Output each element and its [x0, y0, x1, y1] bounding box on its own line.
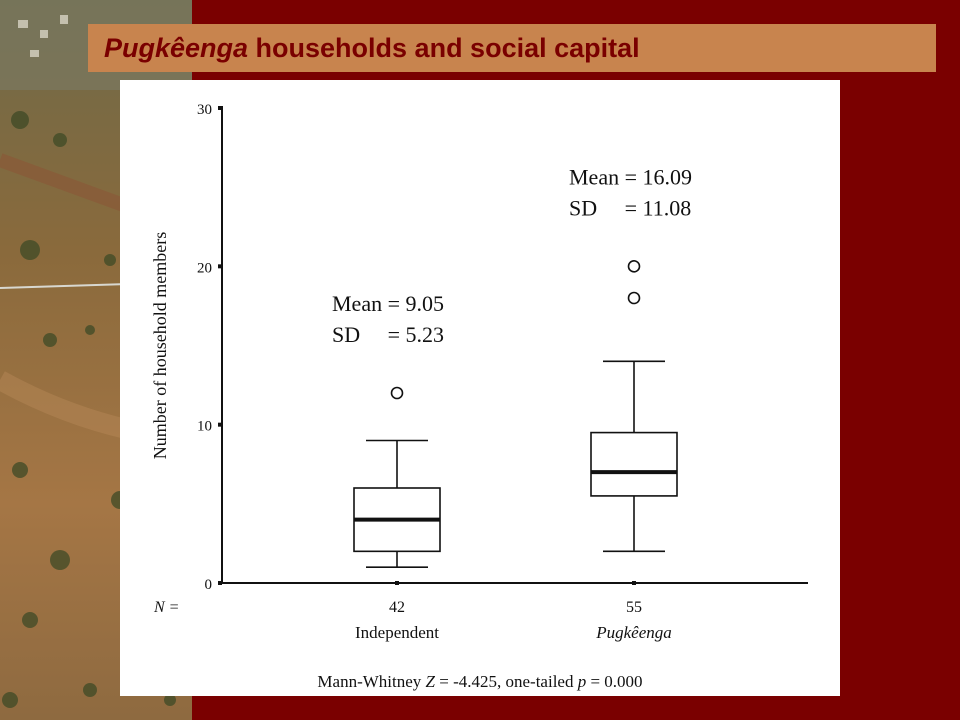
mean-annotation: Mean = 9.05: [332, 291, 444, 316]
title-italic: Pugkêenga: [104, 32, 249, 63]
footnote-z-symbol: Z: [425, 672, 435, 691]
sd-annotation: SD = 5.23: [332, 322, 444, 347]
sd-annotation: SD = 11.08: [569, 195, 691, 220]
footnote-p-symbol: p: [577, 672, 587, 691]
y-tick-mark: [218, 106, 222, 110]
y-tick-mark: [218, 422, 222, 427]
y-tick-label: 20: [197, 260, 212, 276]
outlier-point: [627, 291, 641, 305]
y-tick-label: 30: [197, 102, 212, 118]
title-bar: Pugkêenga households and social capital: [88, 24, 936, 72]
y-tick-label: 0: [205, 577, 213, 593]
y-tick-mark: [218, 581, 222, 585]
group-n-value: 55: [626, 599, 642, 616]
outlier-point: [390, 386, 404, 400]
group-name-label: Pugkêenga: [595, 623, 672, 642]
x-tick-mark: [395, 581, 399, 585]
test-statistic-note: Mann-Whitney Z = -4.425, one-tailed p = …: [120, 672, 840, 692]
footnote-prefix: Mann-Whitney: [317, 672, 426, 691]
y-axis-label: Number of household members: [150, 232, 170, 459]
footnote-p-value: = 0.000: [586, 672, 643, 691]
mean-annotation: Mean = 16.09: [569, 164, 692, 189]
group-n-value: 42: [389, 599, 405, 616]
group-name-label: Independent: [355, 623, 439, 642]
n-label: N =: [153, 599, 179, 616]
chart-panel: 0 10 20 30 Number of household members N = 42 I…: [120, 80, 840, 696]
footnote-z-value: = -4.425, one-tailed: [435, 672, 578, 691]
y-tick-label: 10: [197, 419, 212, 435]
y-tick-mark: [218, 264, 222, 269]
interquartile-box: [590, 431, 678, 497]
x-tick-mark: [632, 581, 636, 585]
title-rest: households and social capital: [248, 32, 640, 63]
boxplot-chart: 0 10 20 30 Number of household members N = 42 I…: [150, 102, 808, 642]
outlier-point: [627, 260, 641, 273]
